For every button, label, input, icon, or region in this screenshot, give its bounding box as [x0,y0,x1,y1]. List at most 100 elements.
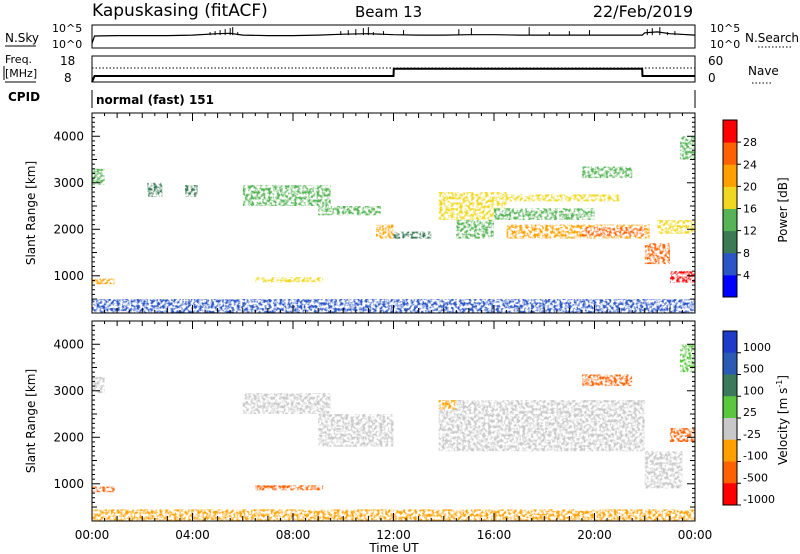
heatmap-cell [669,271,695,283]
velocity-ylabel: Slant Range [km] [24,369,38,473]
power-colorbar-tick-label: 28 [743,136,757,149]
heatmap-cell [318,206,381,216]
velocity-colorbar: 1000 500 100 25 -25 -100 -500 -1000 Velocity [m… [722,330,790,506]
power-ylabel: Slant Range [km] [24,161,38,265]
x-tick-label: 00:00 [678,528,713,542]
velocity-colorbar-tick-label: 500 [743,363,764,376]
power-colorbar-swatch [723,120,737,143]
heatmap-cell [92,278,115,285]
x-tick-label: 08:00 [276,528,311,542]
nsearch-tick-bottom: 10^0 [710,38,740,51]
heatmap-cell [581,374,633,387]
velocity-colorbar-swatch [723,483,737,506]
power-colorbar-tick-label: 16 [743,203,757,216]
cpid-panel: CPID normal (fast) 151 [8,90,696,108]
power-colorbar-tick-label: 4 [743,269,750,282]
heatmap-cell [669,428,695,442]
freq-label-line1: Freq. [5,53,32,66]
heatmap-cell [679,136,695,160]
velocity-colorbar-swatch [723,352,737,375]
power-colorbar-swatch [723,142,737,165]
y-tick-label: 3000 [53,176,84,190]
heatmap-cell [255,277,324,283]
velocity-panel: 4000 3000 2000 1000 Slant Range [km] [24,320,696,522]
velocity-colorbar-swatches [723,331,737,506]
power-axis-ticks: 4000 3000 2000 1000 [53,112,695,300]
y-tick-label: 1000 [53,477,84,491]
y-tick-label: 4000 [53,129,84,143]
station-title: Kapuskasing (fitACF) [92,1,268,21]
x-tick-label: 16:00 [477,528,512,542]
cpid-label: CPID [8,90,40,104]
y-tick-label: 4000 [53,337,84,351]
velocity-colorbar-swatch [723,396,737,419]
nsky-tick-top: 10^5 [52,22,82,35]
heatmap-cell [393,231,432,239]
y-tick-label: 1000 [53,269,84,283]
power-colorbar-ticks: 28 24 20 16 12 8 4 [737,136,757,282]
x-tick-label: 04:00 [175,528,210,542]
velocity-axis-ticks: 4000 3000 2000 1000 [53,320,695,508]
heatmap-cell [375,224,394,239]
heatmap-cell [92,168,105,186]
heatmap-cell [679,344,695,373]
power-colorbar-tick-label: 24 [743,158,757,171]
velocity-colorbar-tick-label: -1000 [743,493,775,506]
heatmap-cell [92,486,115,493]
nave-tick-bottom: 0 [708,71,716,85]
heatmap-cell [438,400,457,410]
freq-series-line [91,67,695,83]
heatmap-cell [494,194,620,202]
velocity-colorbar-swatch [723,461,737,484]
velocity-colorbar-swatch [723,374,737,397]
heatmap-cell [657,220,695,234]
cpid-value: normal (fast) 151 [96,93,214,107]
power-colorbar-swatch [723,230,737,254]
velocity-colorbar-tick-label: -100 [743,450,768,463]
velocity-colorbar-tick-label: -500 [743,471,768,484]
heatmap-cell [644,451,683,489]
x-tick-label: 20:00 [577,528,612,542]
heatmap-cell [242,393,331,414]
nsky-spikes [209,27,676,36]
power-colorbar-swatch [723,186,737,209]
nsearch-label: N.Search [745,31,799,45]
heatmap-cell [438,400,645,452]
heatmap-cell [92,376,105,394]
nave-tick-top: 60 [708,54,723,68]
power-colorbar-tick-label: 12 [743,225,757,238]
power-colorbar-tick-label: 8 [743,247,750,260]
velocity-colorbar-swatch [723,418,737,441]
power-colorbar-swatch [723,274,737,298]
power-panel: 4000 3000 2000 1000 Slant Range [km] [24,112,696,314]
power-colorbar: 28 24 20 16 12 8 4 Power [dB] [722,119,790,298]
power-colorbar-tick-label: 20 [743,180,757,193]
freq-tick-top: 18 [60,54,75,68]
noise-panel: N.Sky 10^5 10^0 10^5 10^0 N.Search [5,22,799,51]
x-tick-label: 12:00 [376,528,411,542]
nsearch-tick-top: 10^5 [710,22,740,35]
y-tick-label: 2000 [53,222,84,236]
power-colorbar-swatches [723,120,737,298]
velocity-colorbar-tick-label: -25 [743,428,761,441]
nsky-tick-bottom: 10^0 [52,38,82,51]
y-tick-label: 2000 [53,430,84,444]
heatmap-cell [456,220,494,239]
time-axis-label: Time UT [368,541,419,554]
heatmap-cell [147,182,163,197]
velocity-colorbar-ticks: 1000 500 100 25 -25 -100 -500 -1000 [737,341,775,506]
y-tick-label: 3000 [53,384,84,398]
velocity-colorbar-tick-label: 25 [743,406,757,419]
nave-label: Nave [748,64,779,78]
time-axis: 00:00 04:00 08:00 12:00 16:00 20:00 00:00 [75,113,713,542]
x-tick-label: 00:00 [75,528,110,542]
velocity-colorbar-tick-label: 1000 [743,341,771,354]
power-colorbar-label: Power [dB] [776,177,790,242]
velocity-colorbar-label: Velocity [m s-1] [775,375,790,465]
freq-tick-bottom: 8 [64,71,72,85]
nsky-label: N.Sky [5,31,39,45]
heatmap-cell [581,166,633,179]
freq-panel: Freq. [MHz] 18 8 60 0 Nave [3,53,779,85]
velocity-colorbar-tick-label: 100 [743,384,764,397]
